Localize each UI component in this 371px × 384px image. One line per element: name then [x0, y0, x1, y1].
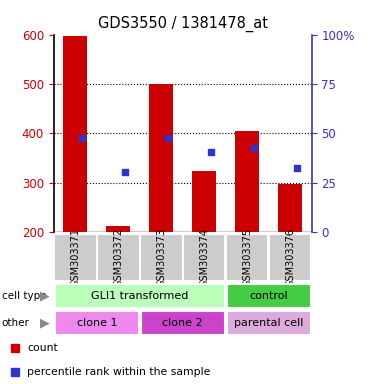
- FancyBboxPatch shape: [183, 234, 226, 281]
- Text: percentile rank within the sample: percentile rank within the sample: [27, 367, 211, 377]
- Text: clone 1: clone 1: [76, 318, 117, 328]
- Bar: [235, 131, 259, 232]
- Text: GSM303373: GSM303373: [156, 228, 166, 287]
- Bar: [227, 284, 311, 308]
- Text: ▶: ▶: [40, 290, 50, 303]
- FancyBboxPatch shape: [140, 234, 183, 281]
- Text: GSM303375: GSM303375: [242, 228, 252, 287]
- Text: clone 2: clone 2: [162, 318, 203, 328]
- Bar: [150, 84, 173, 232]
- Text: other: other: [2, 318, 30, 328]
- Text: GSM303374: GSM303374: [199, 228, 209, 287]
- Bar: [141, 311, 225, 335]
- Text: parental cell: parental cell: [234, 318, 303, 328]
- Bar: [55, 311, 139, 335]
- Bar: [278, 184, 302, 232]
- Bar: [227, 311, 311, 335]
- Text: control: control: [249, 291, 288, 301]
- Text: GLI1 transformed: GLI1 transformed: [91, 291, 188, 301]
- Title: GDS3550 / 1381478_at: GDS3550 / 1381478_at: [98, 16, 268, 32]
- FancyBboxPatch shape: [269, 234, 311, 281]
- Bar: [55, 284, 225, 308]
- FancyBboxPatch shape: [54, 234, 96, 281]
- Text: GSM303376: GSM303376: [285, 228, 295, 287]
- FancyBboxPatch shape: [97, 234, 139, 281]
- Bar: [106, 227, 130, 232]
- Bar: [63, 36, 87, 232]
- Text: GSM303372: GSM303372: [113, 228, 123, 287]
- FancyBboxPatch shape: [226, 234, 269, 281]
- Text: cell type: cell type: [2, 291, 46, 301]
- Text: count: count: [27, 343, 58, 353]
- Text: GSM303371: GSM303371: [70, 228, 80, 287]
- Bar: [193, 170, 216, 232]
- Text: ▶: ▶: [40, 316, 50, 329]
